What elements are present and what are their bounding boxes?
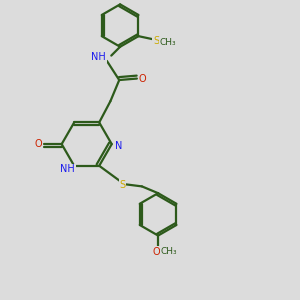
Text: O: O (34, 139, 42, 149)
Text: S: S (119, 180, 125, 190)
Text: CH₃: CH₃ (160, 247, 177, 256)
Text: CH₃: CH₃ (160, 38, 176, 46)
Text: O: O (139, 74, 147, 84)
Text: S: S (153, 36, 159, 46)
Text: NH: NH (91, 52, 106, 62)
Text: N: N (115, 141, 122, 151)
Text: O: O (153, 247, 160, 257)
Text: NH: NH (60, 164, 75, 174)
